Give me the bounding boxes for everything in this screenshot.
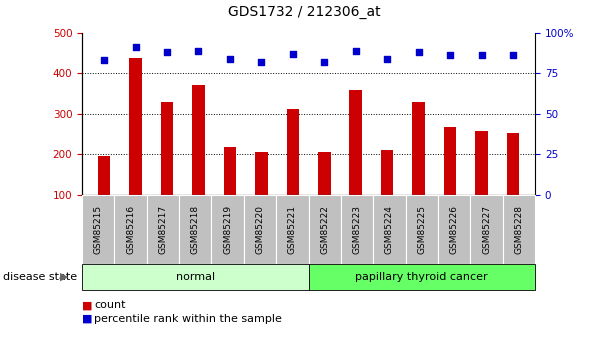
Text: GSM85216: GSM85216 <box>126 205 135 254</box>
Bar <box>130 58 142 195</box>
Text: normal: normal <box>176 272 215 282</box>
Bar <box>224 147 237 195</box>
Bar <box>98 156 111 195</box>
Text: ■: ■ <box>82 314 92 324</box>
Bar <box>444 127 457 195</box>
Text: GSM85226: GSM85226 <box>450 205 458 254</box>
Point <box>508 53 518 58</box>
Point <box>131 45 140 50</box>
Point <box>319 59 329 65</box>
Point <box>414 49 424 55</box>
Text: GSM85222: GSM85222 <box>320 205 330 254</box>
Point <box>288 51 298 57</box>
Text: GDS1732 / 212306_at: GDS1732 / 212306_at <box>227 5 381 19</box>
Bar <box>412 102 425 195</box>
Text: GSM85221: GSM85221 <box>288 205 297 254</box>
Bar <box>318 152 331 195</box>
Text: GSM85217: GSM85217 <box>159 205 167 254</box>
Bar <box>192 85 205 195</box>
Point <box>477 53 486 58</box>
Point <box>257 59 266 65</box>
Bar <box>255 152 268 195</box>
Text: GSM85220: GSM85220 <box>255 205 264 254</box>
Point <box>351 48 361 53</box>
Bar <box>286 109 299 195</box>
Bar <box>506 133 519 195</box>
Text: GSM85227: GSM85227 <box>482 205 491 254</box>
Text: count: count <box>94 300 126 310</box>
Bar <box>161 102 173 195</box>
Bar <box>350 89 362 195</box>
Text: GSM85223: GSM85223 <box>353 205 362 254</box>
Text: GSM85219: GSM85219 <box>223 205 232 254</box>
Text: percentile rank within the sample: percentile rank within the sample <box>94 314 282 324</box>
Text: GSM85225: GSM85225 <box>417 205 426 254</box>
Text: GSM85218: GSM85218 <box>191 205 200 254</box>
Point <box>162 49 172 55</box>
Text: disease state: disease state <box>3 272 77 282</box>
Text: GSM85228: GSM85228 <box>514 205 523 254</box>
Text: ▶: ▶ <box>60 272 68 282</box>
Point <box>382 56 392 61</box>
Point <box>193 48 203 53</box>
Text: GSM85224: GSM85224 <box>385 205 394 254</box>
Bar <box>381 150 393 195</box>
Text: GSM85215: GSM85215 <box>94 205 103 254</box>
Bar <box>475 131 488 195</box>
Text: ■: ■ <box>82 300 92 310</box>
Point <box>445 53 455 58</box>
Point <box>225 56 235 61</box>
Point <box>99 58 109 63</box>
Text: papillary thyroid cancer: papillary thyroid cancer <box>356 272 488 282</box>
